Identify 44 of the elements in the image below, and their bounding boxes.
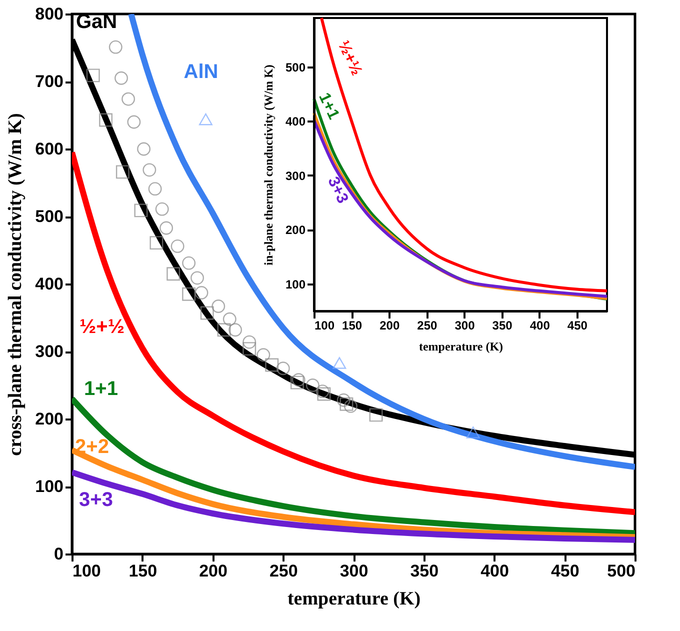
series-label: 3+3 [79,489,113,511]
y-tick-label: 200 [35,410,64,428]
text: 3+3 [324,174,352,206]
y-axis-title: cross-plane thermal conductivity (W/m K) [5,113,26,456]
x-tick-label: 450 [567,318,588,332]
y-tick-label: 100 [285,277,306,292]
y-tick-label: 200 [285,223,306,238]
x-tick-label: 100 [314,318,335,332]
x-tick-label: 400 [480,562,509,580]
x-tick-label: 450 [550,562,580,580]
series-label: 1+1 [84,378,118,400]
y-tick-label: 300 [285,168,306,183]
text: ½+½ [334,38,365,78]
y-tick-label: 400 [35,274,64,294]
x-tick-label: 500 [607,562,636,580]
series-label: GaN [76,11,118,33]
y-tick-label: 300 [35,342,64,361]
x-tick-label: 250 [417,318,438,332]
line-series [320,16,608,292]
y-tick-label: 100 [35,477,64,496]
x-tick-label: 350 [492,318,513,332]
x-axis-title: temperature (K) [287,588,421,610]
series-label: AlN [184,61,218,83]
y-tick-label: 400 [285,114,306,129]
y-tick-label: 0 [54,544,64,564]
x-tick-label: 150 [342,318,362,332]
x-tick-label: 300 [454,318,476,332]
y-tick-label: 500 [35,207,64,226]
x-tick-label: 300 [340,562,368,580]
text: 1+1 [315,90,342,122]
x-tick-label: 250 [269,562,298,580]
x-tick-label: 100 [72,562,101,580]
x-tick-label: 400 [530,318,550,332]
x-tick-label: 200 [380,318,400,332]
x-tick-label: 350 [410,562,439,580]
y-tick-label: 500 [285,60,306,74]
x-tick-label: 200 [199,562,228,580]
series-label: ½+½ [79,316,125,338]
y-tick-label: 600 [35,140,64,158]
y-axis-title: in-plane thermal conductivity (W/m K) [261,64,276,266]
y-tick-label: 700 [35,72,64,91]
x-axis-title: temperature (K) [418,340,504,354]
x-tick-label: 150 [128,562,158,580]
y-tick-label: 800 [35,4,64,24]
